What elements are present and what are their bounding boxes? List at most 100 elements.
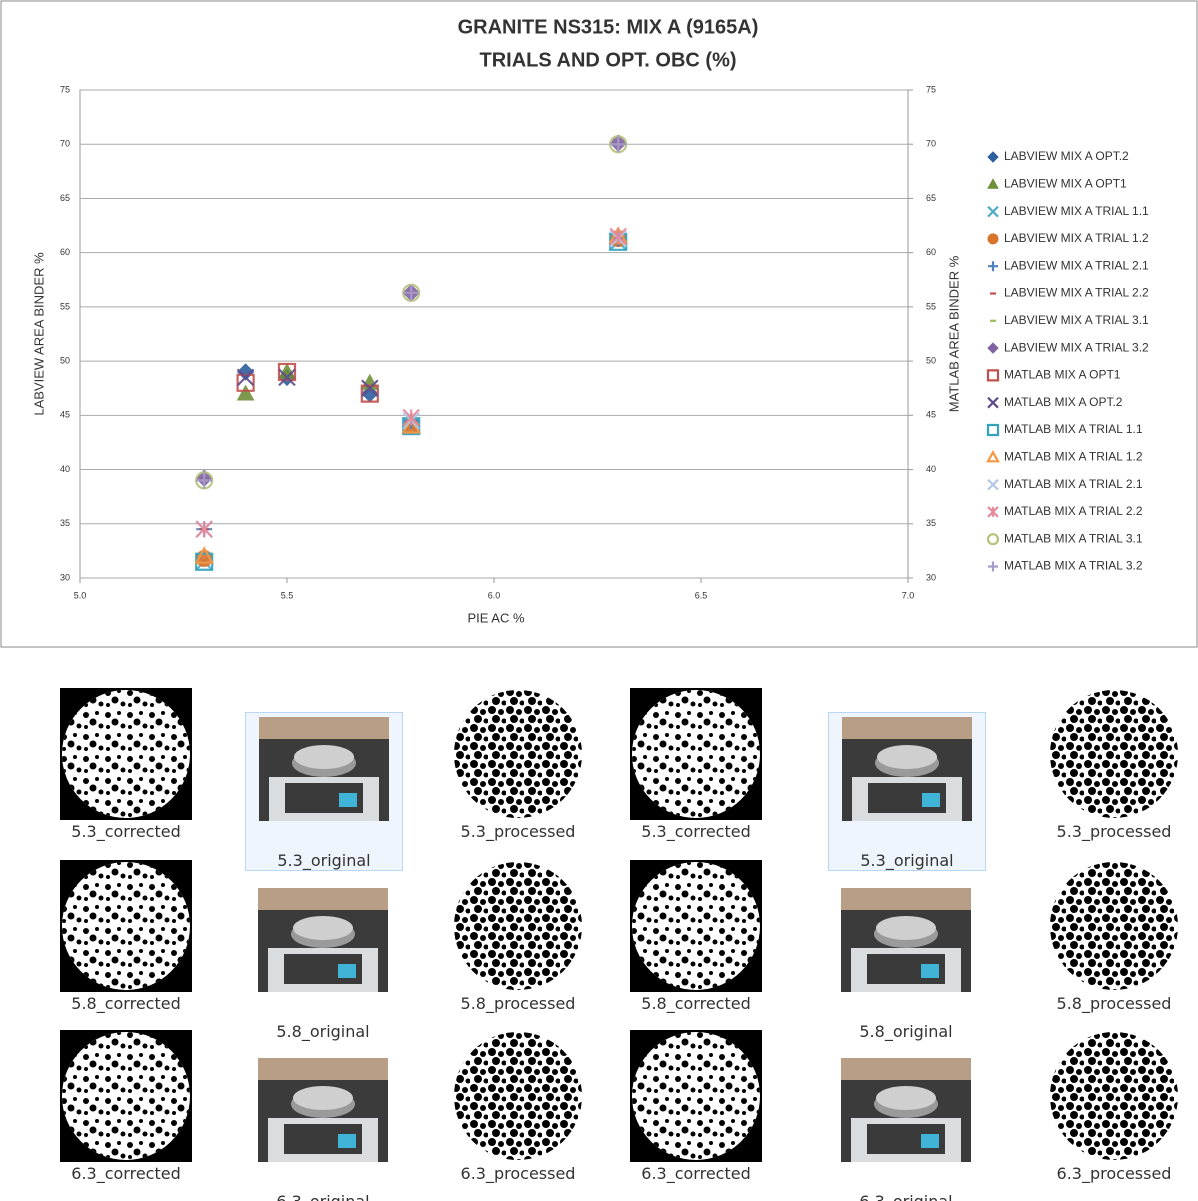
file-item[interactable]: 5.3_processed [440, 684, 596, 841]
file-item[interactable]: 6.3_processed [1036, 1026, 1192, 1183]
file-item[interactable]: 6.3_corrected [618, 1026, 774, 1183]
file-item[interactable]: 6.3_original [828, 1054, 984, 1201]
legend-label: MATLAB MIX A TRIAL 2.1 [1004, 477, 1143, 491]
plot-area [79, 89, 909, 579]
file-item[interactable]: 5.8_corrected [48, 856, 204, 1013]
file-item[interactable]: 5.3_original [828, 712, 986, 871]
thumbnail-photo [841, 1058, 971, 1162]
legend-marker [986, 450, 1000, 463]
y2-tick-label: 75 [926, 84, 936, 94]
thumbnail-photo [258, 888, 388, 992]
legend-marker [987, 396, 999, 409]
x-tick-label: 5.5 [281, 590, 294, 600]
legend-marker [987, 205, 999, 218]
data-point [195, 520, 213, 538]
y2-tick-label: 35 [926, 518, 936, 528]
file-item[interactable]: 6.3_original [245, 1054, 401, 1201]
file-item[interactable]: 6.3_corrected [48, 1026, 204, 1183]
file-item[interactable]: 5.8_original [245, 884, 401, 1041]
file-label: 5.8_original [859, 1022, 953, 1041]
legend-marker [988, 261, 998, 272]
file-item[interactable]: 5.3_original [245, 712, 403, 871]
y2-tick-label: 60 [926, 247, 936, 257]
thumbnail-binary [60, 1030, 192, 1162]
thumbnail-binary [1048, 688, 1180, 820]
legend-marker [987, 178, 999, 189]
y2-tick-label: 70 [926, 139, 936, 149]
y-tick-label: 55 [60, 301, 70, 311]
file-item[interactable]: 5.8_processed [1036, 856, 1192, 1013]
data-point [277, 362, 297, 382]
legend-label: MATLAB MIX A TRIAL 3.1 [1004, 531, 1143, 545]
legend-label: MATLAB MIX A TRIAL 1.2 [1004, 449, 1143, 463]
data-point [361, 379, 379, 398]
file-view: 5.3_corrected 5.3_original 5.3_processed… [0, 648, 1198, 1201]
x-tick-label: 6.0 [488, 590, 501, 600]
data-point [403, 284, 420, 301]
file-label: 5.3_processed [1056, 822, 1172, 841]
thumbnail-binary [60, 688, 192, 820]
legend-label: LABVIEW MIX A TRIAL 1.1 [1004, 204, 1149, 218]
file-label: 5.3_original [277, 851, 371, 870]
file-label: 5.3_original [860, 851, 954, 870]
file-item[interactable]: 5.3_corrected [48, 684, 204, 841]
y-tick-label: 75 [60, 84, 70, 94]
file-label: 6.3_original [245, 1192, 401, 1201]
thumbnail-binary [452, 860, 584, 992]
y-tick-label: 35 [60, 518, 70, 528]
file-item[interactable]: 5.8_original [828, 884, 984, 1041]
legend-marker [986, 423, 1000, 437]
legend-label: MATLAB MIX A TRIAL 2.2 [1004, 504, 1143, 518]
file-item[interactable]: 5.3_corrected [618, 684, 774, 841]
thumbnail-binary [630, 1030, 762, 1162]
y2-tick-label: 30 [926, 572, 936, 582]
chart-title: GRANITE NS315: MIX A (9165A) [458, 16, 759, 38]
y-tick-label: 50 [60, 355, 70, 365]
thumbnail-binary [452, 1030, 584, 1162]
x-axis-label: PIE AC % [467, 610, 525, 625]
file-label: 5.3_processed [460, 822, 576, 841]
file-item[interactable]: 6.3_processed [440, 1026, 596, 1183]
x-tick-label: 7.0 [902, 590, 915, 600]
y-tick-label: 40 [60, 464, 70, 474]
file-label: 5.8_processed [1056, 994, 1172, 1013]
legend-label: LABVIEW MIX A OPT1 [1004, 176, 1127, 190]
legend-label: MATLAB MIX A OPT1 [1004, 368, 1121, 382]
data-point [194, 546, 215, 564]
thumbnail-binary [1048, 1030, 1180, 1162]
y2-axis-label: MATLAB AREA BINDER % [946, 255, 961, 412]
legend-label: LABVIEW MIX A TRIAL 3.1 [1004, 313, 1149, 327]
data-point [236, 368, 255, 387]
y2-tick-label: 65 [926, 193, 936, 203]
y2-tick-label: 40 [926, 464, 936, 474]
file-item[interactable]: 5.3_processed [1036, 684, 1192, 841]
thumbnail-binary [452, 688, 584, 820]
data-point [402, 408, 420, 427]
legend-label: LABVIEW MIX A TRIAL 2.2 [1004, 286, 1149, 300]
y2-tick-label: 55 [926, 301, 936, 311]
file-label: 5.8_processed [460, 994, 576, 1013]
legend-label: LABVIEW MIX A OPT.2 [1004, 149, 1129, 163]
thumbnail-binary [60, 860, 192, 992]
file-label: 6.3_processed [1056, 1164, 1172, 1183]
thumbnail-binary [630, 860, 762, 992]
legend-marker [987, 478, 999, 491]
legend-label: MATLAB MIX A OPT.2 [1004, 395, 1123, 409]
file-label: 6.3_corrected [71, 1164, 181, 1183]
thumbnail-binary [1048, 860, 1180, 992]
legend-label: MATLAB MIX A TRIAL 3.2 [1004, 559, 1143, 573]
file-label: 6.3_original [828, 1192, 984, 1201]
data-point [609, 227, 627, 246]
thumbnail-photo [259, 717, 389, 821]
legend-marker [987, 342, 999, 354]
file-item[interactable]: 5.8_corrected [618, 856, 774, 1013]
legend-label: MATLAB MIX A TRIAL 1.1 [1004, 422, 1143, 436]
x-tick-label: 6.5 [695, 590, 708, 600]
file-label: 6.3_processed [460, 1164, 576, 1183]
file-label: 5.3_corrected [71, 822, 181, 841]
thumbnail-photo [841, 888, 971, 992]
y-tick-label: 70 [60, 139, 70, 149]
file-item[interactable]: 5.8_processed [440, 856, 596, 1013]
thumbnail-photo [842, 717, 972, 821]
